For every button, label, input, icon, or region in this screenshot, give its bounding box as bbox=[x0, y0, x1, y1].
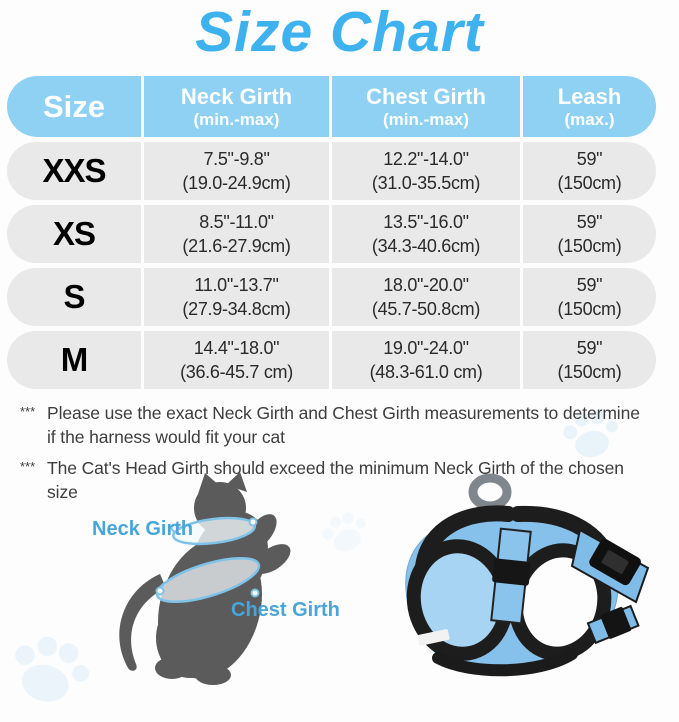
measurement-cm: (45.7-50.8cm) bbox=[371, 299, 481, 319]
table-row-xs: XS 8.5"-11.0" (21.6-27.9cm) 13.5"-16.0" … bbox=[7, 205, 656, 263]
leash-cell: 59" (150cm) bbox=[523, 205, 656, 263]
measurement-inches: 13.5"-16.0" bbox=[383, 212, 469, 232]
measurement-inches: 8.5"-11.0" bbox=[199, 212, 274, 232]
footnote-fit: *** Please use the exact Neck Girth and … bbox=[20, 401, 670, 449]
footnote-text: Please use the exact Neck Girth and Ches… bbox=[47, 403, 640, 447]
table-row-xxs: XXS 7.5"-9.8" (19.0-24.9cm) 12.2"-14.0" … bbox=[7, 142, 656, 200]
footnotes: *** Please use the exact Neck Girth and … bbox=[20, 401, 670, 511]
measurement-inches: 14.4"-18.0" bbox=[193, 338, 280, 358]
neck-girth-cell: 8.5"-11.0" (21.6-27.9cm) bbox=[144, 205, 329, 263]
harness-photo bbox=[405, 473, 650, 677]
leash-cell: 59" (150cm) bbox=[523, 268, 656, 326]
chest-girth-cell: 19.0"-24.0" (48.3-61.0 cm) bbox=[332, 331, 520, 389]
paw-print-icon bbox=[563, 410, 618, 458]
neck-girth-cell: 7.5"-9.8" (19.0-24.9cm) bbox=[144, 142, 329, 200]
page-title: Size Chart bbox=[195, 0, 484, 64]
harness bbox=[405, 473, 650, 677]
measurement-cm: (36.6-45.7 cm) bbox=[180, 362, 293, 382]
asterisks: *** bbox=[20, 459, 36, 474]
measurement-inches: 59" bbox=[576, 212, 603, 232]
chest-girth-cell: 12.2"-14.0" (31.0-35.5cm) bbox=[332, 142, 520, 200]
neck-girth-cell: 14.4"-18.0" (36.6-45.7 cm) bbox=[144, 331, 329, 389]
measurement-cm: (21.6-27.9cm) bbox=[182, 236, 291, 256]
measurement-cm: (150cm) bbox=[557, 173, 622, 193]
header-line2: (min.-max) bbox=[193, 109, 280, 129]
chest-girth-cell: 18.0"-20.0" (45.7-50.8cm) bbox=[332, 268, 520, 326]
chest-girth-cell: 13.5"-16.0" (34.3-40.6cm) bbox=[332, 205, 520, 263]
header-line2: (max.) bbox=[564, 109, 615, 129]
chest-girth-label: Chest Girth bbox=[231, 599, 340, 621]
table-row-m: M 14.4"-18.0" (36.6-45.7 cm) 19.0"-24.0"… bbox=[7, 331, 656, 389]
chest-girth-band bbox=[155, 556, 261, 604]
paw-print-icon bbox=[322, 512, 366, 552]
measurement-inches: 59" bbox=[576, 275, 603, 295]
asterisks: *** bbox=[20, 404, 36, 419]
measurement-inches: 12.2"-14.0" bbox=[383, 149, 469, 169]
header-line1: Chest Girth bbox=[366, 83, 486, 109]
cat-measurement-diagram bbox=[119, 472, 291, 685]
size-cell: XXS bbox=[7, 142, 141, 200]
neck-girth-band bbox=[170, 516, 258, 546]
size-chart-table: Size Neck Girth (min.-max) Chest Girth (… bbox=[7, 76, 656, 394]
header-leash: Leash (max.) bbox=[523, 76, 656, 137]
harness-label bbox=[417, 629, 450, 646]
measurement-inches: 18.0"-20.0" bbox=[383, 275, 469, 295]
size-cell: XS bbox=[7, 205, 141, 263]
header-chest-girth: Chest Girth (min.-max) bbox=[332, 76, 520, 137]
size-cell: M bbox=[7, 331, 141, 389]
neck-girth-label: Neck Girth bbox=[92, 518, 194, 540]
measurement-inches: 11.0"-13.7" bbox=[194, 275, 279, 295]
measurement-cm: (150cm) bbox=[557, 299, 622, 319]
strap-slider bbox=[600, 606, 632, 639]
table-header-row: Size Neck Girth (min.-max) Chest Girth (… bbox=[7, 76, 656, 137]
size-cell: S bbox=[7, 268, 141, 326]
d-ring-icon bbox=[468, 473, 512, 511]
footnote-text: The Cat's Head Girth should exceed the m… bbox=[47, 458, 624, 502]
measurement-inches: 7.5"-9.8" bbox=[203, 149, 270, 169]
measurement-cm: (27.9-34.8cm) bbox=[182, 299, 291, 319]
measurement-cm: (150cm) bbox=[557, 362, 622, 382]
neck-girth-cell: 11.0"-13.7" (27.9-34.8cm) bbox=[144, 268, 329, 326]
measurement-cm: (19.0-24.9cm) bbox=[182, 173, 291, 193]
measurement-cm: (34.3-40.6cm) bbox=[371, 236, 481, 256]
measurement-cm: (31.0-35.5cm) bbox=[371, 173, 481, 193]
table-row-s: S 11.0"-13.7" (27.9-34.8cm) 18.0"-20.0" … bbox=[7, 268, 656, 326]
measurement-inches: 59" bbox=[576, 149, 603, 169]
header-line2: (min.-max) bbox=[383, 109, 469, 129]
measurement-inches: 19.0"-24.0" bbox=[383, 338, 469, 358]
leash-cell: 59" (150cm) bbox=[523, 142, 656, 200]
leash-cell: 59" (150cm) bbox=[523, 331, 656, 389]
header-line1: Neck Girth bbox=[180, 83, 293, 109]
header-neck-girth: Neck Girth (min.-max) bbox=[144, 76, 329, 137]
footnote-head-girth: *** The Cat's Head Girth should exceed t… bbox=[20, 456, 670, 504]
measurement-inches: 59" bbox=[576, 338, 603, 358]
measurement-cm: (150cm) bbox=[557, 236, 622, 256]
header-size: Size bbox=[7, 76, 141, 137]
header-line1: Leash bbox=[557, 83, 622, 109]
measurement-cm: (48.3-61.0 cm) bbox=[369, 362, 483, 382]
